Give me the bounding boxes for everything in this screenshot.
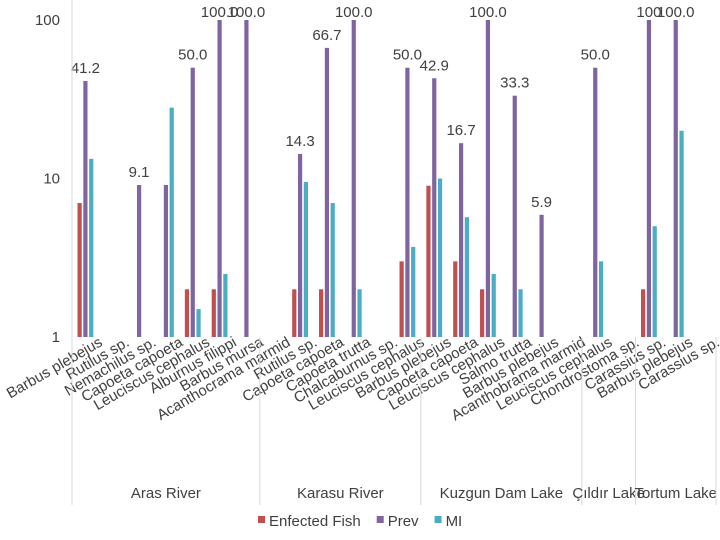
- data-label: 100: [636, 4, 661, 21]
- bar-mi: [357, 289, 362, 337]
- bar-mi: [303, 182, 308, 337]
- bar-prev: [136, 184, 142, 337]
- data-label: 100.0: [469, 4, 507, 21]
- bar-enfected-fish: [480, 289, 485, 337]
- bar-prev: [405, 67, 410, 337]
- data-label: 100.0: [228, 4, 266, 21]
- y-tick-label: 10: [43, 171, 60, 188]
- chart-data-labels: 41.29.150.0100.0100.014.366.7100.050.042…: [71, 4, 695, 211]
- bar-mi: [518, 289, 523, 337]
- bar-enfected-fish: [211, 289, 216, 337]
- bar-prev: [485, 20, 491, 337]
- y-tick-label: 1: [52, 329, 60, 346]
- data-label: 50.0: [581, 47, 610, 64]
- y-tick-label: 100: [35, 12, 60, 29]
- bar-prev: [244, 20, 249, 337]
- bar-prev: [351, 20, 356, 337]
- bar-enfected-fish: [426, 185, 431, 337]
- bar-mi: [89, 158, 94, 337]
- data-label: 100.0: [335, 4, 373, 21]
- bar-enfected-fish: [77, 203, 82, 337]
- bar-mi: [464, 217, 469, 337]
- group-label: Karasu River: [297, 485, 384, 502]
- bar-prev: [646, 20, 652, 337]
- bar-mi: [679, 130, 684, 337]
- bar-prev: [83, 81, 88, 337]
- legend-swatch: [258, 516, 265, 523]
- data-label: 5.9: [531, 194, 552, 211]
- bar-mi: [491, 273, 496, 337]
- data-label: 9.1: [129, 164, 150, 181]
- bar-prev: [593, 67, 598, 337]
- bar-mi: [223, 273, 228, 337]
- data-label: 33.3: [500, 75, 529, 92]
- bar-prev: [190, 67, 195, 337]
- bar-prev: [217, 20, 222, 337]
- bar-prev: [324, 47, 330, 337]
- bar-mi: [411, 246, 416, 337]
- bar-enfected-fish: [292, 289, 297, 337]
- chart-bars: [77, 20, 684, 337]
- data-label: 41.2: [71, 60, 100, 77]
- group-label: Tortum Lake: [634, 485, 717, 502]
- data-label: 100.0: [201, 4, 239, 21]
- bar-enfected-fish: [399, 261, 404, 337]
- legend: Enfected Fish Prev MI: [258, 513, 462, 530]
- bar-prev: [297, 153, 303, 337]
- data-label: 100.0: [657, 4, 695, 21]
- legend-label: MI: [446, 513, 463, 530]
- data-label: 42.9: [420, 57, 449, 74]
- bar-enfected-fish: [319, 289, 324, 337]
- data-label: 14.3: [285, 133, 314, 150]
- bar-mi: [196, 309, 201, 337]
- data-label: 50.0: [393, 47, 422, 64]
- data-label: 66.7: [312, 27, 341, 44]
- bar-mi: [330, 203, 335, 337]
- bar-prev: [163, 184, 169, 337]
- bar-prev: [432, 78, 437, 337]
- legend-label: Prev: [388, 513, 419, 530]
- x-axis-groups: Aras River Karasu River Kuzgun Dam Lake Çıl…: [71, 337, 717, 505]
- group-label: Çıldır Lake: [572, 485, 645, 502]
- bar-prev: [539, 214, 544, 337]
- group-label: Aras River: [131, 485, 201, 502]
- legend-swatch: [434, 516, 442, 523]
- bar-prev: [673, 20, 678, 337]
- legend-label: Enfected Fish: [269, 513, 361, 530]
- legend-swatch: [376, 516, 384, 523]
- bar-prev: [458, 143, 464, 337]
- bar-mi: [169, 107, 174, 337]
- group-label: Kuzgun Dam Lake: [440, 485, 563, 502]
- y-axis: 1 10 100: [35, 0, 73, 346]
- bar-mi: [437, 178, 443, 337]
- data-label: 16.7: [446, 122, 475, 139]
- data-label: 50.0: [178, 47, 207, 64]
- bar-enfected-fish: [453, 261, 458, 337]
- bar-prev: [512, 95, 517, 337]
- bar-mi: [598, 261, 604, 337]
- bar-enfected-fish: [641, 289, 646, 337]
- bar-mi: [652, 226, 657, 337]
- bar-enfected-fish: [184, 289, 190, 337]
